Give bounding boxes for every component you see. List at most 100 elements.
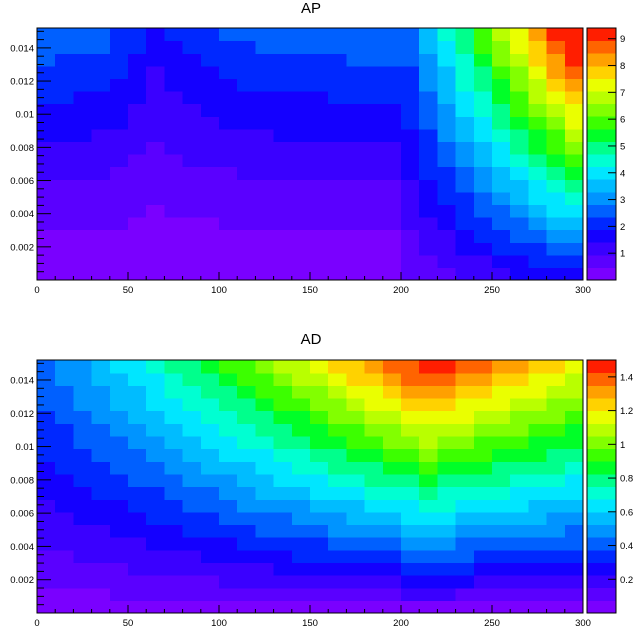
heatmap-cell [401,410,420,424]
heatmap-cell [37,191,56,205]
heatmap-cell [473,179,493,193]
heatmap-cell [109,499,129,513]
colorbar-tick-label: 0.8 [620,474,633,485]
heatmap-cell [528,217,548,231]
heatmap-cell [182,204,202,218]
ad-chart: AD 0 50 100 150 200 250 3000.0020.0040.0060.00… [10,331,633,629]
heatmap-cell [437,372,457,386]
heatmap-cell [73,549,93,563]
heatmap-cell [328,372,347,386]
heatmap-cell [91,537,111,551]
heatmap-cell [364,410,384,424]
heatmap-cell [164,191,184,205]
heatmap-cell [419,360,438,374]
heatmap-cell [382,423,402,437]
heatmap-cell [128,587,147,601]
heatmap-cell [255,267,275,281]
heatmap-cell [328,53,347,67]
heatmap-cell [37,166,56,180]
heatmap-cell [146,448,165,462]
heatmap-cell [182,372,202,386]
heatmap-cell [492,448,511,462]
heatmap-cell [346,537,366,551]
heatmap-cell [146,128,165,142]
heatmap-cell [164,486,184,500]
heatmap-cell [200,179,220,193]
heatmap-cell [219,575,238,589]
heatmap-cell [219,28,238,42]
heatmap-cell [73,254,93,268]
heatmap-cell [37,242,56,256]
colorbar-swatch [587,524,616,538]
heatmap-cell [401,524,420,538]
heatmap-cell [419,166,438,180]
heatmap-cell [310,385,329,399]
heatmap-cell [219,166,238,180]
heatmap-cell [109,28,129,42]
heatmap-cell [182,254,202,268]
heatmap-cell [437,191,457,205]
y-tick-label: 0.006 [10,509,34,520]
heatmap-cell [291,397,311,412]
heatmap-cell [291,166,311,180]
heatmap-cell [273,179,293,193]
heatmap-cell [328,473,347,488]
heatmap-cell [73,103,93,117]
heatmap-cell [291,53,311,67]
heatmap-cell [437,40,457,54]
heatmap-cell [291,204,311,218]
colorbar-tick-label: 1.2 [620,406,633,417]
heatmap-cell [492,499,511,513]
heatmap-cell [455,575,475,589]
heatmap-cell [146,78,165,92]
heatmap-cell [437,549,457,563]
heatmap-cell [364,179,384,193]
heatmap-cell [310,562,329,576]
heatmap-cell [419,103,438,117]
heatmap-cell [273,166,293,180]
heatmap-cell [401,562,420,576]
heatmap-cell [510,179,529,193]
heatmap-cell [401,486,420,500]
heatmap-cell [109,191,129,205]
heatmap-cell [510,254,529,268]
heatmap-cell [146,423,165,437]
heatmap-cell [164,360,184,374]
heatmap-cell [237,448,256,462]
heatmap-cell [364,40,384,54]
heatmap-cell [55,575,74,589]
heatmap-cell [219,549,238,563]
heatmap-cell [91,372,111,386]
heatmap-cell [492,267,511,281]
heatmap-cell [237,267,256,281]
heatmap-cell [109,267,129,281]
heatmap-cell [91,448,111,462]
heatmap-cell [419,53,438,67]
heatmap-cell [37,524,56,538]
heatmap-cell [109,91,129,105]
heatmap-cell [401,91,420,105]
heatmap-cell [528,549,548,563]
heatmap-cell [419,372,438,386]
heatmap-cell [310,372,329,386]
colorbar-swatch [587,385,616,399]
heatmap-cell [128,166,147,180]
heatmap-cell [219,511,238,526]
heatmap-cell [437,587,457,601]
heatmap-cell [455,372,475,386]
heatmap-cell [473,397,493,412]
heatmap-cell [37,65,56,79]
x-tick-label: 300 [575,285,591,296]
heatmap-cell [37,575,56,589]
heatmap-cell [91,473,111,488]
heatmap-cell [310,91,329,105]
heatmap-cell [382,372,402,386]
heatmap-cell [364,537,384,551]
heatmap-cell [564,254,584,268]
heatmap-cell [510,267,529,281]
heatmap-cell [455,524,475,538]
heatmap-cell [328,65,347,79]
heatmap-cell [310,267,329,281]
heatmap-cell [437,360,457,374]
heatmap-cell [128,549,147,563]
